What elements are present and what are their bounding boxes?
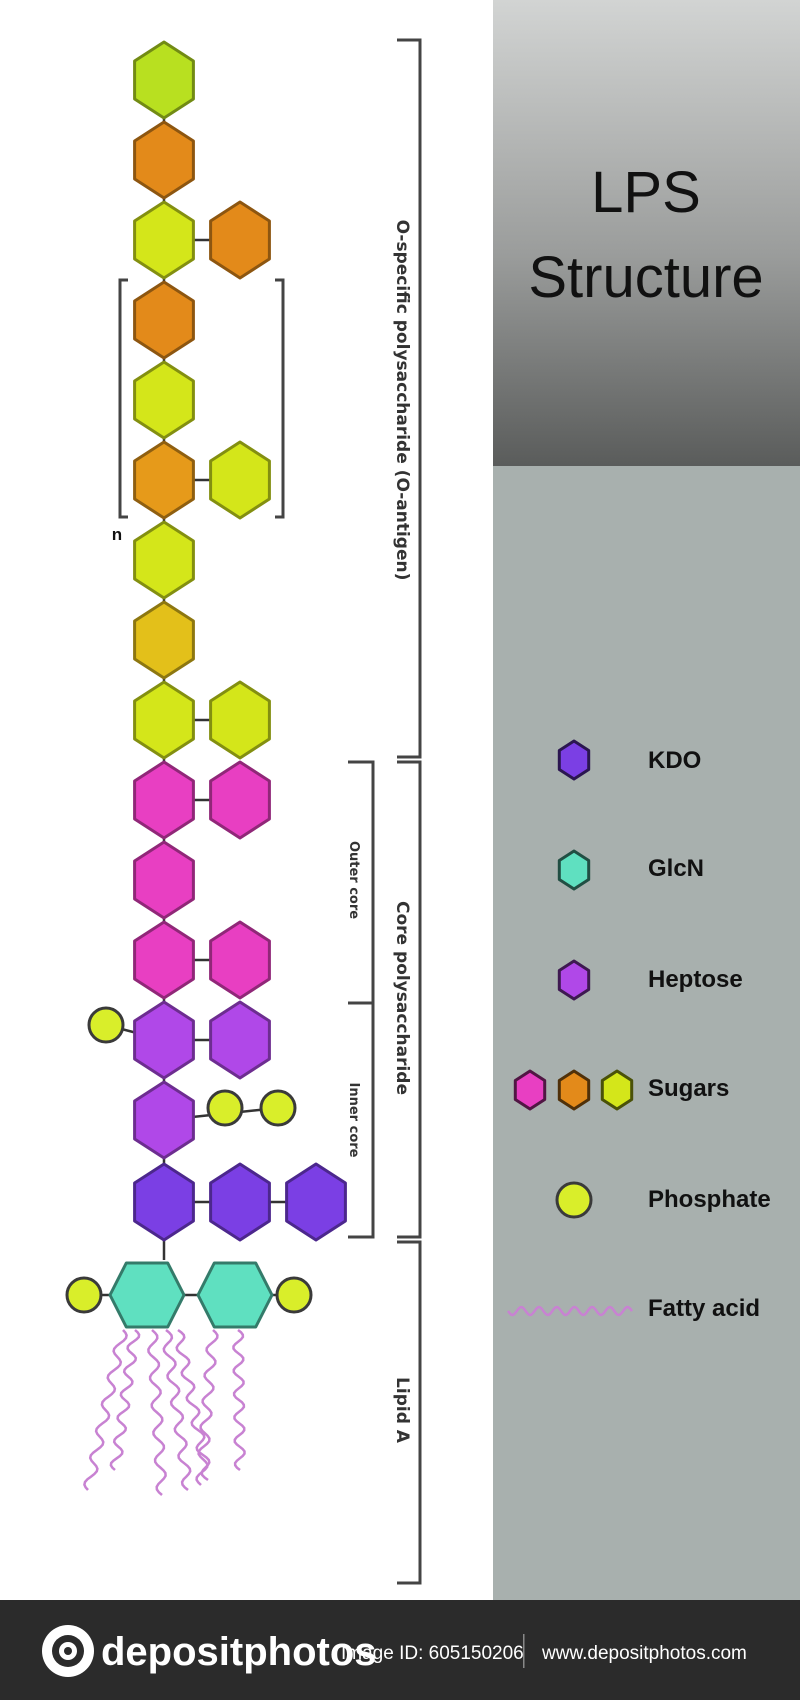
sugar-residue <box>133 920 195 1000</box>
footer-divider <box>523 1634 525 1668</box>
lipid-a-bracket <box>397 1240 422 1585</box>
sugar-residue <box>133 40 195 120</box>
legend-sugar-pink-icon <box>513 1069 547 1111</box>
sugar-branch-residue <box>209 200 271 280</box>
footer-image-id: Image ID: 605150206 <box>341 1643 524 1664</box>
sugar-residue <box>133 600 195 680</box>
legend-label-phosphate: Phosphate <box>648 1186 771 1213</box>
inner-core-label: Inner core <box>346 1083 361 1158</box>
heptose-residue <box>133 1000 195 1080</box>
repeat-count-label: n <box>112 525 122 544</box>
glcn-residue <box>196 1261 274 1329</box>
repeat-unit-bracket <box>118 278 285 519</box>
legend-label-glcn: GlcN <box>648 855 704 882</box>
camera-logo-icon <box>42 1625 94 1677</box>
phosphate-group <box>259 1089 297 1127</box>
sugar-residue <box>133 120 195 200</box>
heptose-residue <box>209 1000 271 1080</box>
footer-bar <box>0 1600 800 1700</box>
glcn-residue <box>108 1261 186 1329</box>
kdo-residue <box>209 1162 271 1242</box>
title-panel <box>493 0 800 466</box>
outer-core-label: Outer core <box>346 841 361 919</box>
residues <box>65 40 347 1329</box>
sugar-branch-residue <box>209 920 271 1000</box>
sugar-residue <box>133 840 195 920</box>
legend-phosphate-icon <box>555 1181 593 1219</box>
legend-kdo-icon <box>557 739 591 781</box>
fatty-acid-chain <box>109 1329 141 1471</box>
sugar-branch-residue <box>209 440 271 520</box>
o-antigen-bracket <box>397 38 422 759</box>
sugar-residue <box>133 440 195 520</box>
fatty-acid-chain <box>147 1329 167 1496</box>
legend-label-heptose: Heptose <box>648 966 743 993</box>
title-line-2: Structure <box>528 245 763 310</box>
fatty-acid-chain <box>175 1328 211 1482</box>
legend-label-sugars: Sugars <box>648 1075 729 1102</box>
sugar-residue <box>133 360 195 440</box>
core-bracket <box>348 760 422 1239</box>
legend-glcn-icon <box>557 849 591 891</box>
sugar-branch-residue <box>209 760 271 840</box>
kdo-residue <box>133 1162 195 1242</box>
legend-fatty-acid-icon <box>507 1305 634 1317</box>
title-line-1: LPS <box>591 160 701 225</box>
lipid-a-label: Lipid A <box>392 1377 412 1444</box>
kdo-residue <box>285 1162 347 1242</box>
heptose-residue <box>133 1080 195 1160</box>
phosphate-group <box>206 1089 244 1127</box>
legend-sugar-yellow-icon <box>600 1069 634 1111</box>
phosphate-group <box>275 1276 313 1314</box>
legend: KDO GlcN Heptose Sugars Phosphate Fatty … <box>507 739 771 1322</box>
fatty-acid-chain <box>195 1329 219 1486</box>
phosphate-group <box>65 1276 103 1314</box>
sugar-residue <box>133 760 195 840</box>
legend-sugar-orange-icon <box>557 1069 591 1111</box>
footer-brand: depositphotos <box>101 1630 377 1674</box>
legend-label-fatty-acid: Fatty acid <box>648 1295 760 1322</box>
fatty-acid-chain <box>83 1329 128 1491</box>
phosphate-group <box>87 1006 125 1044</box>
sugar-residue <box>133 680 195 760</box>
legend-heptose-icon <box>557 959 591 1001</box>
sugar-residue <box>133 200 195 280</box>
o-antigen-label: O-specific polysaccharide (O-antigen) <box>392 220 412 581</box>
sugar-residue <box>133 280 195 360</box>
footer-website: www.depositphotos.com <box>541 1643 747 1664</box>
fatty-acid-chain <box>232 1329 246 1471</box>
fatty-acid-chains <box>83 1328 246 1496</box>
sugar-residue <box>133 520 195 600</box>
legend-label-kdo: KDO <box>648 747 701 774</box>
core-label: Core polysaccharide <box>392 901 412 1095</box>
fatty-acid-chain <box>162 1329 192 1491</box>
sugar-branch-residue <box>209 680 271 760</box>
